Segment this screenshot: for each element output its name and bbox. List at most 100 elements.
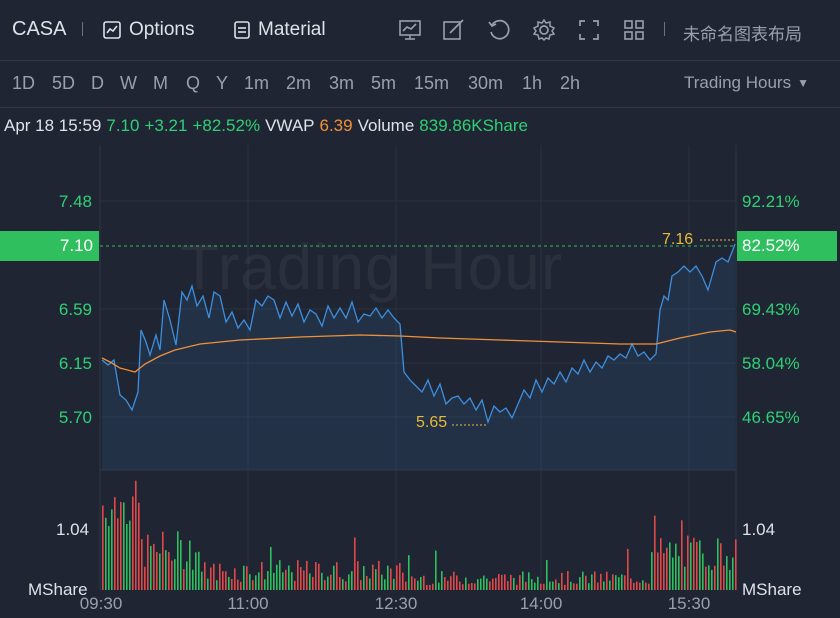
volume-bar xyxy=(423,575,425,590)
volume-bar xyxy=(534,582,536,590)
volume-bar xyxy=(483,575,485,590)
grid-layout-icon[interactable] xyxy=(621,17,647,43)
timeframe-q[interactable]: Q xyxy=(186,73,201,93)
volume-bar xyxy=(354,537,356,590)
time-axis-label: 14:00 xyxy=(519,594,563,613)
options-label: Options xyxy=(129,19,195,40)
timeframe-1d[interactable]: 1D xyxy=(12,73,36,93)
top-toolbar: CASA Options Material xyxy=(0,0,840,61)
timeframe-1m[interactable]: 1m xyxy=(244,73,270,93)
volume-bar xyxy=(153,543,155,590)
timeframe-2m[interactable]: 2m xyxy=(286,73,312,93)
volume-bar xyxy=(417,580,419,590)
volume-bar xyxy=(336,562,338,590)
volume-bar xyxy=(201,571,203,590)
volume-bar xyxy=(594,571,596,590)
volume-bar xyxy=(531,579,533,590)
volume-bar xyxy=(219,563,221,590)
volume-bar xyxy=(504,574,506,590)
volume-bar xyxy=(543,583,545,590)
volume-bar xyxy=(246,566,248,590)
volume-bar xyxy=(144,566,146,590)
volume-bar xyxy=(651,552,653,590)
volume-bar xyxy=(411,576,413,590)
volume-bar xyxy=(711,569,713,590)
volume-bar xyxy=(468,583,470,590)
timeframe-d[interactable]: D xyxy=(91,73,104,93)
volume-bar xyxy=(120,501,122,590)
layout-name[interactable]: 未命名图表布局 xyxy=(683,25,802,44)
volume-bar xyxy=(588,583,590,590)
options-button[interactable]: Options xyxy=(102,16,194,44)
time-axis-label: 11:00 xyxy=(227,594,269,613)
volume-axis-label-right: 1.04 xyxy=(742,520,776,539)
volume-bar xyxy=(498,574,500,590)
price-axis-label: 6.15 xyxy=(58,354,92,373)
volume-bar xyxy=(525,581,527,590)
volume-bar xyxy=(390,568,392,590)
volume-bar xyxy=(630,578,632,590)
volume-value: 839.86KShare xyxy=(419,116,528,135)
timeframe-5d[interactable]: 5D xyxy=(52,73,76,93)
timeframe-30m[interactable]: 30m xyxy=(468,73,504,93)
volume-bar xyxy=(324,580,326,590)
volume-bar xyxy=(609,580,611,590)
volume-bar xyxy=(579,577,581,590)
volume-bar xyxy=(273,572,275,590)
fullscreen-icon[interactable] xyxy=(576,17,602,43)
volume-bar xyxy=(291,572,293,590)
volume-bar xyxy=(732,557,734,590)
timeframe-w[interactable]: W xyxy=(120,73,137,93)
volume-bar xyxy=(132,496,134,590)
material-button[interactable]: Material xyxy=(233,16,326,44)
volume-bar xyxy=(123,502,125,590)
volume-bar xyxy=(552,581,554,590)
volume-bar xyxy=(528,572,530,590)
volume-bar xyxy=(321,572,323,590)
volume-bar xyxy=(612,574,614,590)
divider xyxy=(82,22,83,36)
volume-bar xyxy=(471,582,473,590)
current-price-tag: 7.10 xyxy=(0,231,99,261)
volume-bar xyxy=(399,562,401,590)
timeframe-15m[interactable]: 15m xyxy=(414,73,450,93)
volume-bar xyxy=(393,578,395,590)
volume-bar xyxy=(288,565,290,590)
volume-bar xyxy=(540,583,542,590)
trading-hours-dropdown[interactable]: Trading Hours ▼ xyxy=(684,73,809,93)
volume-bar xyxy=(240,581,242,590)
volume-bar xyxy=(408,555,410,590)
timeframe-5m[interactable]: 5m xyxy=(371,73,397,93)
volume-bar xyxy=(465,577,467,590)
timeframe-1h[interactable]: 1h xyxy=(522,73,543,93)
volume-bar xyxy=(327,576,329,590)
timeframe-m[interactable]: M xyxy=(153,73,168,93)
timeframe-3m[interactable]: 3m xyxy=(329,73,355,93)
divider xyxy=(664,22,665,36)
timeframe-y[interactable]: Y xyxy=(216,73,229,93)
volume-bar xyxy=(162,531,164,590)
volume-bar xyxy=(147,534,149,590)
ticker-symbol[interactable]: CASA xyxy=(12,18,67,40)
volume-bar xyxy=(522,571,524,590)
draw-icon[interactable] xyxy=(441,17,467,43)
volume-bar xyxy=(387,565,389,590)
volume-bar xyxy=(231,578,233,590)
volume-bars xyxy=(102,480,737,590)
volume-bar xyxy=(432,583,434,590)
timeframe-2h[interactable]: 2h xyxy=(560,73,581,93)
chart-template-icon[interactable] xyxy=(397,17,423,43)
volume-bar xyxy=(426,584,428,590)
volume-bar xyxy=(135,480,137,590)
replay-icon[interactable] xyxy=(486,17,512,43)
settings-icon[interactable] xyxy=(531,17,557,43)
volume-bar xyxy=(453,571,455,590)
volume-bar xyxy=(615,575,617,590)
volume-bar xyxy=(723,565,725,590)
volume-bar xyxy=(126,523,128,590)
volume-bar xyxy=(537,576,539,590)
low-label: 5.65 xyxy=(416,414,448,431)
volume-bar xyxy=(225,571,227,590)
volume-bar xyxy=(276,564,278,590)
